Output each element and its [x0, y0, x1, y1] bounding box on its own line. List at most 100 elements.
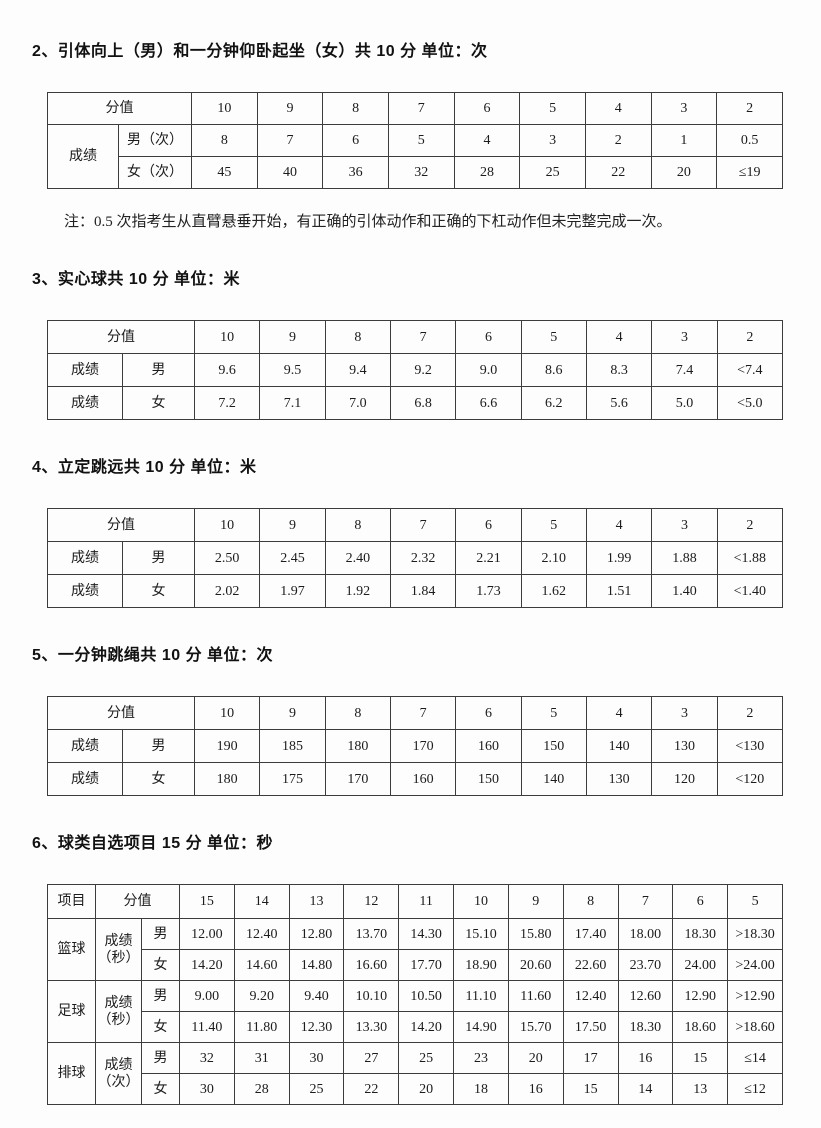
table-cell: 32 — [179, 1042, 235, 1074]
table-cell: 9.0 — [455, 353, 522, 387]
table-cell: 15 — [672, 1042, 729, 1074]
table-cell: 32 — [387, 156, 455, 189]
table-cell: 12.00 — [179, 918, 235, 950]
score-header: 分值 — [95, 884, 180, 919]
table-row: 项目 分值 15 14 13 12 11 10 9 8 7 6 5 — [47, 884, 783, 919]
table-cell: 18.30 — [672, 918, 729, 950]
table-cell: 5 — [520, 696, 587, 730]
table-cell: 成绩 — [47, 574, 123, 608]
table-cell: 185 — [259, 729, 326, 763]
table-row: 女（次） 45 40 36 32 28 25 22 20 ≤19 — [48, 156, 783, 189]
table-cell: 25 — [398, 1042, 455, 1074]
table-cell: 1.62 — [520, 574, 587, 608]
table-cell: 0.5 — [716, 124, 783, 157]
table-cell: 7.1 — [259, 386, 326, 420]
table-cell: 30 — [179, 1073, 235, 1105]
table-cell: 10.50 — [398, 980, 455, 1012]
table-cell: 女 — [122, 386, 195, 420]
table-cell: 13 — [288, 884, 345, 919]
table-cell: <130 — [716, 729, 784, 763]
table-cell: 5 — [727, 884, 783, 919]
table-cell: 10 — [193, 320, 261, 354]
table-cell: 3 — [651, 696, 718, 730]
table-cell: 2.50 — [193, 541, 261, 575]
table-cell: 8 — [324, 696, 391, 730]
table-cell: >12.90 — [727, 980, 783, 1012]
table-cell: 成绩 — [47, 541, 123, 575]
table-cell: <120 — [716, 762, 784, 796]
table-cell: 4 — [585, 320, 653, 354]
table-row: 女 30 28 25 22 20 18 16 15 14 13 ≤12 — [48, 1073, 783, 1105]
table-cell: 女 — [141, 949, 180, 981]
event-basketball: 篮球 — [47, 918, 96, 981]
table-cell: 16 — [617, 1042, 674, 1074]
table-cell: 140 — [520, 762, 587, 796]
table-cell: 女 — [122, 762, 195, 796]
table-cell: 9.4 — [324, 353, 391, 387]
table-cell: 6.6 — [455, 386, 522, 420]
table-cell: 1 — [650, 124, 718, 157]
table-cell: 7.4 — [651, 353, 718, 387]
table-cell: 14.20 — [398, 1011, 455, 1043]
table-cell: 9 — [507, 884, 564, 919]
table-cell: 7 — [256, 124, 324, 157]
table-cell: 5 — [520, 320, 587, 354]
table-row: 女 11.40 11.80 12.30 13.30 14.20 14.90 15.70 17.5… — [48, 1011, 783, 1043]
table-cell: 9 — [259, 696, 326, 730]
table-cell: 18.90 — [453, 949, 509, 981]
table-cell: 3 — [519, 124, 586, 157]
table-cell: 成绩 — [47, 353, 123, 387]
table-cell: 180 — [324, 729, 391, 763]
table-cell: 190 — [193, 729, 261, 763]
event-header: 项目 — [47, 884, 96, 919]
table-cell: 11.10 — [453, 980, 509, 1012]
table-cell: >24.00 — [727, 949, 783, 981]
table-cell: 14 — [233, 884, 290, 919]
table-cell: 1.88 — [651, 541, 718, 575]
table-cell: 成绩 — [47, 762, 123, 796]
table-cell: 14.90 — [453, 1011, 509, 1043]
table-row: 成绩 男（次） 8 7 6 5 4 3 2 1 0.5 — [47, 124, 783, 189]
table-row: 成绩女 7.2 7.1 7.0 6.8 6.6 6.2 5.6 5.0 <5.0 — [47, 386, 784, 420]
table-cell: 8 — [324, 320, 391, 354]
result-label: 成绩 （次） — [95, 1042, 142, 1105]
table-cell: 10 — [453, 884, 509, 919]
table-cell: 7.0 — [324, 386, 391, 420]
table-cell: 180 — [193, 762, 261, 796]
table-cell: 男 — [122, 729, 195, 763]
table-cell: 2 — [716, 696, 784, 730]
table-cell: 14 — [617, 1073, 674, 1105]
table-cell: 2 — [584, 124, 652, 157]
table-cell: 28 — [453, 156, 521, 189]
table-cell: 9.6 — [193, 353, 261, 387]
table-cell: 36 — [322, 156, 389, 189]
table-cell: 160 — [455, 729, 522, 763]
table-row: 成绩女 2.02 1.97 1.92 1.84 1.73 1.62 1.51 1.40 <1.40 — [47, 574, 784, 608]
table-cell: 2 — [716, 508, 784, 542]
score-header: 分值 — [47, 92, 192, 125]
table-cell: 14.60 — [233, 949, 290, 981]
table-cell: 13.30 — [343, 1011, 400, 1043]
table-cell: 12.90 — [672, 980, 729, 1012]
table-cell: 16 — [507, 1073, 564, 1105]
table-cell: 6.8 — [389, 386, 457, 420]
score-header: 分值 — [47, 320, 195, 354]
table-cell: 12.40 — [233, 918, 290, 950]
table-cell: 15.70 — [507, 1011, 564, 1043]
table-row: 成绩男 9.6 9.5 9.4 9.2 9.0 8.6 8.3 7.4 <7.4 — [47, 353, 784, 387]
table-cell: 8.3 — [585, 353, 653, 387]
section-title-medicine-ball: 3、实心球共 10 分 单位：米 — [32, 271, 241, 288]
table-cell: <7.4 — [716, 353, 784, 387]
table-cell: 170 — [324, 762, 391, 796]
table-cell: 18.30 — [617, 1011, 674, 1043]
section-title-pullup-situp: 2、引体向上（男）和一分钟仰卧起坐（女）共 10 分 单位：次 — [32, 43, 488, 60]
rope-skipping-score-table: 分值 10 9 8 7 6 5 4 3 2 成绩男 190 185 180 170 160 150 140 130 <… — [47, 696, 784, 796]
table-cell: 9.20 — [233, 980, 290, 1012]
table-cell: 1.84 — [389, 574, 457, 608]
table-cell: 23 — [453, 1042, 509, 1074]
table-cell: 15.80 — [507, 918, 564, 950]
table-cell: ≤14 — [727, 1042, 783, 1074]
table-cell: 9.40 — [288, 980, 345, 1012]
table-cell: 9 — [259, 320, 326, 354]
